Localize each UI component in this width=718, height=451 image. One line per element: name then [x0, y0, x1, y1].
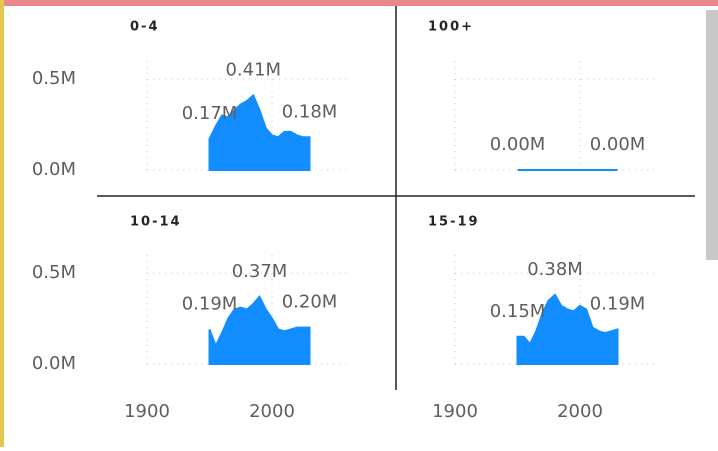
data-label: 0.37M	[232, 261, 288, 282]
data-label: 0.20M	[282, 292, 338, 313]
data-label: 0.19M	[182, 293, 238, 314]
scrollbar[interactable]	[706, 10, 718, 260]
data-label: 0.00M	[490, 134, 546, 155]
data-label: 0.00M	[590, 134, 646, 155]
x-tick-label: 1900	[124, 401, 170, 422]
area	[208, 294, 311, 365]
panel-title: 0-4	[130, 20, 160, 35]
y-tick-label: 0.5M	[32, 262, 76, 283]
x-tick-label: 2000	[557, 401, 603, 422]
x-tick-label: 2000	[249, 401, 295, 422]
y-tick-label: 0.0M	[32, 353, 76, 374]
y-tick-label: 0.0M	[32, 159, 76, 180]
data-label: 0.19M	[590, 293, 646, 314]
y-tick-label: 0.5M	[32, 68, 76, 89]
data-label: 0.38M	[527, 259, 583, 280]
data-label: 0.41M	[225, 60, 281, 81]
panel-title: 100+	[428, 20, 474, 35]
data-label: 0.17M	[182, 103, 238, 124]
data-label: 0.15M	[490, 301, 546, 322]
area	[516, 293, 619, 365]
left-border	[0, 0, 4, 447]
data-label: 0.18M	[282, 101, 338, 122]
x-tick-label: 1900	[432, 401, 478, 422]
panel-title: 10-14	[130, 215, 182, 230]
panel-title: 15-19	[428, 215, 480, 230]
top-border	[0, 0, 718, 6]
area	[208, 93, 311, 171]
